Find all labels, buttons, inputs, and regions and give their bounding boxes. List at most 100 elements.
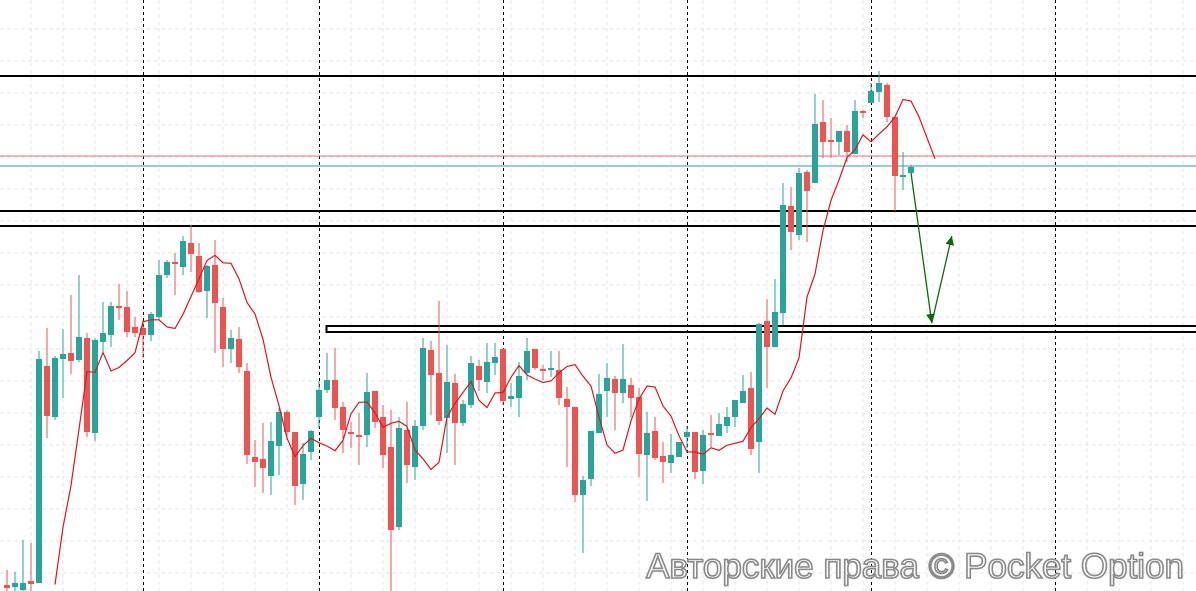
- candle-body: [436, 373, 442, 421]
- candle-bearish: [612, 376, 618, 430]
- candle-bullish: [604, 363, 610, 417]
- candle-bearish: [244, 363, 250, 464]
- candle-bearish: [788, 187, 794, 250]
- candle-body: [252, 457, 258, 462]
- arrowhead-down-icon: [926, 313, 935, 323]
- candle-bearish: [292, 432, 298, 505]
- candle-body: [52, 358, 58, 417]
- candle-body: [580, 480, 586, 495]
- candle-bearish: [860, 110, 866, 118]
- candle-body: [828, 140, 834, 142]
- candle-bearish: [68, 295, 74, 374]
- candle-bullish: [756, 323, 762, 473]
- candle-bearish: [348, 422, 354, 448]
- candle-bearish: [4, 570, 10, 591]
- candle-bearish: [652, 417, 658, 460]
- candle-bullish: [580, 476, 586, 553]
- candle-body: [812, 124, 818, 183]
- candle-bullish: [620, 344, 626, 403]
- candle-body: [748, 388, 754, 449]
- candle-bullish: [444, 345, 450, 453]
- candle-bearish: [356, 413, 362, 465]
- candle-body: [108, 306, 114, 335]
- candle-body: [604, 378, 610, 391]
- candle-body: [260, 459, 266, 468]
- candle-bearish: [252, 440, 258, 487]
- candle-body: [764, 321, 770, 347]
- candle-bullish: [268, 422, 274, 495]
- candle-body: [76, 337, 82, 360]
- moving-average-line: [54, 98, 936, 585]
- candle-body: [300, 454, 306, 484]
- candle-bearish: [628, 378, 634, 417]
- candle-bullish: [364, 373, 370, 447]
- candle-bullish: [852, 100, 858, 154]
- candle-bullish: [596, 374, 602, 433]
- candle-bullish: [76, 275, 82, 362]
- candle-body: [276, 412, 282, 446]
- candle-body: [484, 362, 490, 382]
- candle-bearish: [236, 327, 242, 373]
- candle-bearish: [564, 387, 570, 467]
- candle-body: [388, 447, 394, 530]
- candle-body: [636, 397, 642, 454]
- candle-bullish: [36, 351, 42, 583]
- candle-bearish: [340, 402, 346, 453]
- candle-bullish: [868, 83, 874, 103]
- candle-body: [444, 382, 450, 418]
- candle-body: [12, 583, 18, 587]
- candle-body: [428, 350, 434, 375]
- candle-body: [780, 205, 786, 313]
- candle-bearish: [44, 328, 50, 438]
- candle-body: [228, 338, 234, 349]
- candles: [4, 71, 914, 591]
- candle-bearish: [332, 348, 338, 420]
- candle-body: [372, 391, 378, 422]
- candle-bearish: [556, 351, 562, 405]
- candle-bearish: [820, 100, 826, 158]
- candle-bullish: [100, 302, 106, 352]
- candle-bullish: [508, 383, 514, 407]
- candle-bearish: [172, 253, 178, 295]
- candle-bullish: [716, 413, 722, 436]
- candle-bullish: [740, 375, 746, 403]
- candle-body: [508, 396, 514, 399]
- candle-bullish: [164, 260, 170, 278]
- candle-body: [684, 432, 690, 437]
- candle-bullish: [908, 165, 914, 173]
- candle-bearish: [828, 118, 834, 158]
- candle-body: [644, 433, 650, 455]
- candle-body: [284, 412, 290, 432]
- candle-body: [788, 206, 794, 232]
- candle-bearish: [212, 240, 218, 353]
- candle-bullish: [276, 408, 282, 475]
- candle-body: [4, 585, 10, 588]
- candle-body: [716, 424, 722, 436]
- candle-body: [556, 370, 562, 398]
- candle-body: [36, 359, 42, 583]
- candle-bullish: [516, 362, 522, 417]
- candle-body: [700, 435, 706, 471]
- candle-body: [156, 275, 162, 317]
- candle-bullish: [796, 168, 802, 240]
- candle-body: [676, 442, 682, 457]
- candle-body: [900, 175, 906, 177]
- candle-body: [548, 368, 554, 370]
- candle-body: [412, 426, 418, 467]
- candle-body: [868, 91, 874, 103]
- candle-bullish: [524, 338, 530, 380]
- candle-bullish: [20, 540, 26, 591]
- candle-bearish: [692, 432, 698, 479]
- candle-bullish: [780, 183, 786, 325]
- candle-body: [492, 357, 498, 363]
- candle-bearish: [636, 388, 642, 477]
- candle-body: [532, 349, 538, 368]
- candle-bearish: [380, 405, 386, 468]
- candle-bullish: [300, 443, 306, 500]
- candle-bearish: [188, 225, 194, 272]
- moving-average: [54, 98, 936, 585]
- candle-body: [316, 390, 322, 417]
- candle-body: [588, 431, 594, 479]
- candle-bullish: [180, 236, 186, 275]
